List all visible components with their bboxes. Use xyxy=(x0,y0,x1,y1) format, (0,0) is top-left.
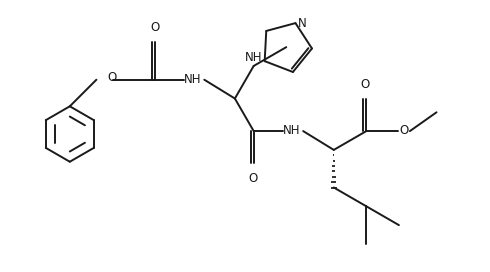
Text: O: O xyxy=(361,78,370,91)
Text: NH: NH xyxy=(283,123,300,137)
Text: O: O xyxy=(248,172,257,185)
Text: NH: NH xyxy=(184,73,201,86)
Text: O: O xyxy=(399,123,409,137)
Text: O: O xyxy=(107,71,117,84)
Text: N: N xyxy=(297,17,306,30)
Text: O: O xyxy=(150,21,159,34)
Text: NH: NH xyxy=(245,51,263,64)
